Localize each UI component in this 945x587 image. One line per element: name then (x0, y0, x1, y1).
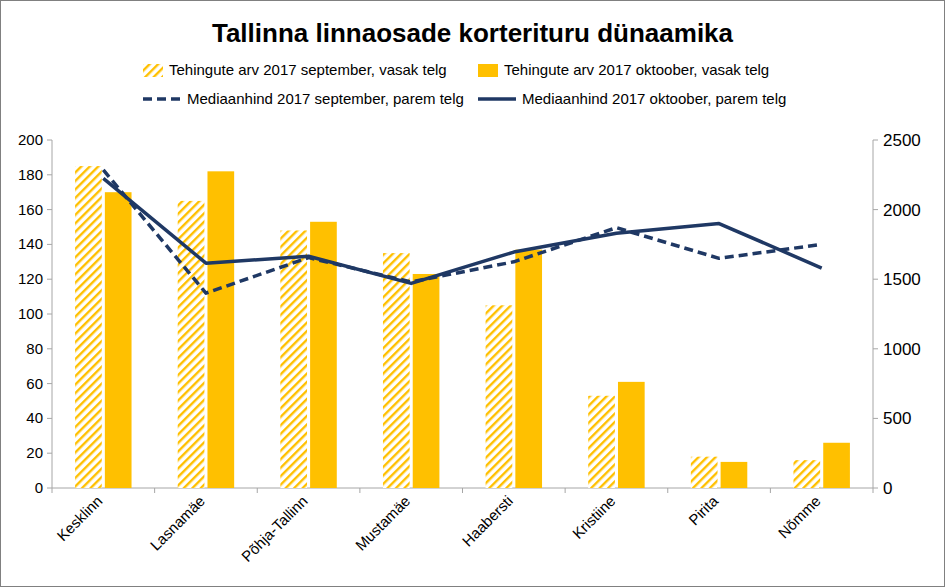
y-tick-label: 140 (18, 235, 43, 252)
chart-frame (1, 1, 945, 587)
y2-tick-label: 2500 (883, 131, 921, 150)
y-tick (47, 488, 52, 489)
x-tick-label: Nõmme (775, 492, 824, 541)
x-tick-label: Põhja-Tallinn (238, 492, 311, 565)
x-tick (462, 488, 463, 493)
y-tick-label: 160 (18, 201, 43, 218)
y-tick (47, 209, 52, 210)
x-tick-label: Lasnamäe (146, 492, 208, 554)
y2-tick (873, 209, 878, 210)
y2-tick-label: 0 (883, 479, 892, 498)
y-tick (47, 314, 52, 315)
y-tick-label: 180 (18, 166, 43, 183)
y-tick-label: 200 (18, 131, 43, 148)
y2-tick-label: 2000 (883, 201, 921, 220)
legend-swatch (143, 64, 163, 77)
x-tick-label: Mustamäe (352, 492, 414, 554)
bar (515, 250, 542, 488)
y-tick (47, 140, 52, 141)
y2-tick-label: 1500 (883, 270, 921, 289)
bar (721, 462, 748, 488)
y2-tick (873, 279, 878, 280)
y-tick (47, 244, 52, 245)
y-tick (47, 383, 52, 384)
legend-label: Tehingute arv 2017 september, vasak telg (169, 61, 447, 78)
legend: Tehingute arv 2017 september, vasak telg… (143, 61, 786, 107)
legend-label: Mediaanhind 2017 oktoober, parem telg (522, 90, 786, 107)
y2-tick-label: 1000 (883, 340, 921, 359)
x-tick-label: Kristiine (569, 492, 619, 542)
y2-tick (873, 488, 878, 489)
bar (486, 305, 513, 488)
chart: Tallinna linnaosade korterituru dünaamik… (0, 0, 945, 587)
bar (383, 253, 410, 488)
y2-tick (873, 140, 878, 141)
y-tick (47, 348, 52, 349)
bar (691, 457, 718, 488)
x-tick (667, 488, 668, 493)
x-tick (52, 488, 53, 493)
y-tick-label: 20 (26, 444, 43, 461)
y-tick (47, 418, 52, 419)
y2-tick (873, 418, 878, 419)
bar (75, 166, 102, 488)
bar (413, 274, 440, 488)
line (103, 178, 821, 283)
bar (588, 396, 615, 488)
x-tick (565, 488, 566, 493)
legend-swatch (478, 97, 516, 101)
legend-label: Tehingute arv 2017 oktoober, vasak telg (504, 61, 769, 78)
y-tick-label: 120 (18, 270, 43, 287)
legend-swatch (143, 97, 181, 101)
bar (793, 460, 820, 488)
x-tick (359, 488, 360, 493)
x-tick-label: Pirita (685, 492, 722, 529)
legend-swatch (478, 64, 498, 77)
legend-label: Mediaanhind 2017 september, parem telg (187, 90, 464, 107)
bar (280, 230, 307, 488)
x-tick (770, 488, 771, 493)
y-tick (47, 453, 52, 454)
x-tick (873, 488, 874, 493)
bar (618, 382, 645, 488)
y2-tick-label: 500 (883, 409, 911, 428)
bar (105, 192, 132, 488)
bar (823, 443, 850, 488)
bar (207, 171, 234, 488)
y-tick-label: 100 (18, 305, 43, 322)
x-tick (154, 488, 155, 493)
line (103, 170, 821, 293)
x-tick (257, 488, 258, 493)
y-tick (47, 279, 52, 280)
y-tick-label: 0 (35, 479, 43, 496)
y-tick-label: 60 (26, 375, 43, 392)
y2-tick (873, 348, 878, 349)
y-tick-label: 80 (26, 340, 43, 357)
y-tick (47, 174, 52, 175)
y-tick-label: 40 (26, 409, 43, 426)
marks (75, 166, 850, 488)
y2-axis-line (873, 140, 874, 488)
x-tick-label: Haabersti (459, 492, 516, 549)
chart-title: Tallinna linnaosade korterituru dünaamik… (212, 18, 734, 48)
x-tick-label: Kesklinn (53, 492, 105, 544)
